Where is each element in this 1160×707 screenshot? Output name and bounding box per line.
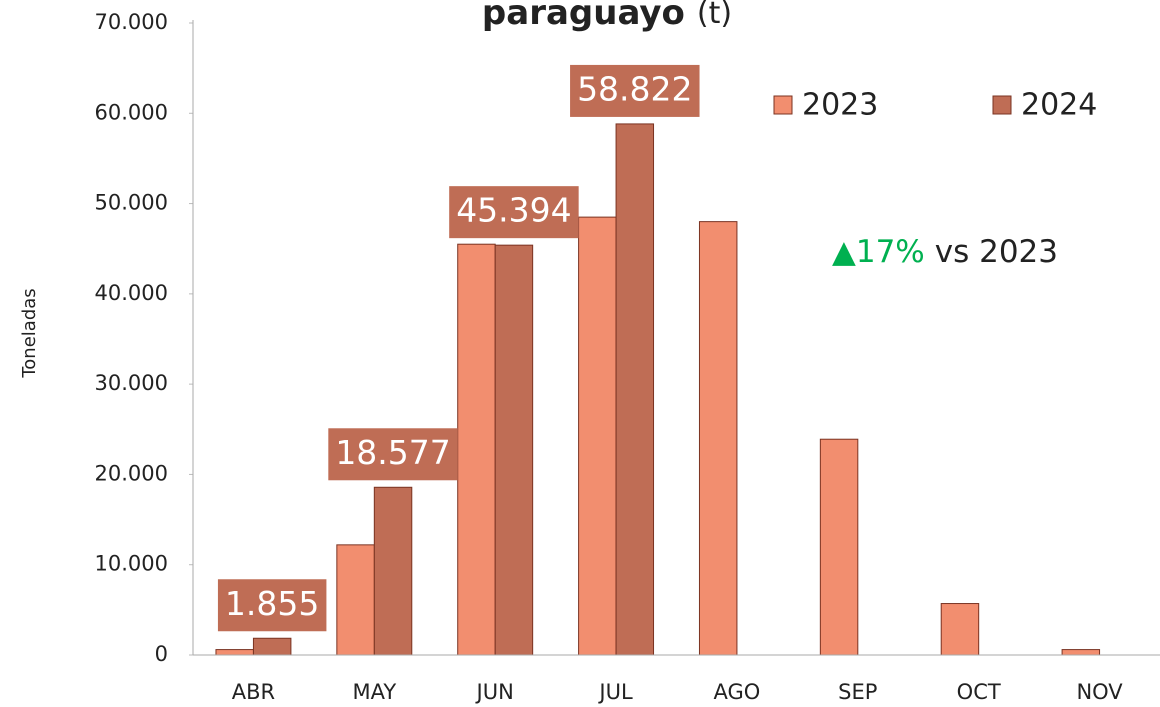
title-unit: (t): [697, 0, 732, 31]
bar: [336, 544, 375, 656]
y-tick-label: 70.000: [95, 10, 168, 34]
legend-label: 2023: [802, 88, 878, 123]
bar: [252, 637, 292, 656]
value-label-box: [449, 186, 579, 239]
bar: [615, 123, 655, 656]
bar: [494, 244, 534, 656]
value-label: 58.822: [577, 69, 692, 108]
x-tick-label: JUL: [597, 680, 633, 704]
chart-title: paraguayo (t): [482, 0, 732, 33]
legend-swatch: [773, 95, 793, 115]
x-tick-label: AGO: [714, 680, 761, 704]
bar: [457, 243, 496, 656]
value-label: 1.855: [225, 584, 319, 623]
x-tick-label: JUN: [475, 680, 514, 704]
y-tick-label: 50.000: [95, 191, 168, 215]
y-axis-label: Toneladas: [19, 288, 40, 378]
value-label-box: [328, 428, 458, 481]
value-label: 45.394: [456, 191, 571, 230]
bar: [940, 603, 980, 656]
value-label: 18.577: [335, 433, 450, 472]
legend-swatch: [992, 95, 1012, 115]
bar: [373, 486, 413, 656]
legend-label: 2024: [1021, 88, 1097, 123]
y-tick-label: 10.000: [95, 552, 168, 576]
y-tick-label: 0: [155, 642, 168, 666]
bar: [698, 221, 738, 656]
annotation-text: vs 2023: [935, 234, 1058, 270]
bar: [819, 438, 859, 656]
y-tick-label: 20.000: [95, 461, 168, 485]
bar: [215, 649, 254, 656]
value-label-box: [217, 579, 327, 632]
title-main: paraguayo: [482, 0, 685, 33]
x-tick-label: ABR: [232, 680, 275, 704]
y-tick-label: 30.000: [95, 371, 168, 395]
y-tick-label: 60.000: [95, 100, 168, 124]
bar: [578, 216, 617, 656]
x-tick-label: SEP: [838, 680, 877, 704]
bar: [1061, 649, 1101, 656]
x-tick-label: OCT: [957, 680, 1001, 704]
x-tick-label: MAY: [352, 680, 396, 704]
value-label-box: [570, 64, 700, 117]
x-tick-label: NOV: [1076, 680, 1123, 704]
y-tick-label: 40.000: [95, 281, 168, 305]
annotation: ▲17% vs 2023: [832, 234, 1058, 270]
annotation-change: ▲17%: [832, 234, 925, 270]
